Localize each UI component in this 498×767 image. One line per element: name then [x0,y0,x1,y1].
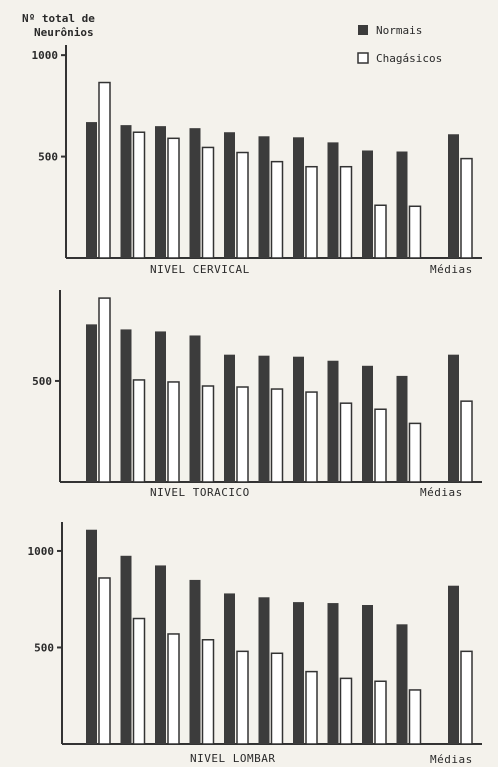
bar-normais-2 [120,125,132,258]
bar-chagasicos-6 [270,652,284,745]
bar-chagasicos-8 [339,402,353,483]
bar-normais-1 [86,529,97,744]
y-tick-label: 500 [32,375,52,388]
legend: Normais Chagásicos [357,24,442,65]
bar-chagasicos-4 [201,385,215,483]
panel-nivel-lombar: 500 1000 NIVEL LOMBAR Médias [28,522,482,766]
bar-chagasicos-4 [201,639,215,745]
bar-normais-10 [396,624,408,744]
legend-label-chagasicos: Chagásicos [376,52,442,65]
bar-chagasicos-6 [270,388,284,483]
bar-normais-media [448,354,459,482]
x-axis-label: NIVEL CERVICAL [150,263,250,276]
bar-normais-10 [396,375,408,482]
bar-normais-4 [189,335,201,482]
bar-normais-2 [120,555,132,744]
bar-chagasicos-9 [374,680,387,745]
bar-normais-6 [258,597,270,744]
y-axis-title: Nº total de Neurônios [22,12,95,39]
legend-swatch-normais [358,25,368,35]
legend-swatch-chagasicos [357,52,369,64]
bar-chagasicos-10 [408,689,422,745]
bar-chagasicos-10 [408,205,422,259]
bar-normais-media [448,134,459,258]
bar-chagasicos-10 [408,422,422,483]
bar-normais-5 [224,593,235,744]
bar-chagasicos-7 [305,391,318,483]
bar-chagasicos-7 [305,670,318,745]
bar-chagasicos-1 [98,577,111,745]
bar-normais-4 [189,579,201,744]
y-tick-label: 500 [38,151,58,164]
bar-normais-1 [86,122,97,258]
bar-chagasicos-5 [236,151,249,259]
bar-normais-6 [258,136,270,258]
panel-nivel-cervical: 500 1000 NIVEL CERVICAL Médias [32,45,482,276]
bar-normais-9 [362,150,373,258]
bar-normais-7 [293,356,304,482]
bar-chagasicos-media [460,650,473,745]
bar-chagasicos-7 [305,165,318,259]
bar-chagasicos-media [460,400,473,483]
y-tick-label: 500 [34,641,54,654]
bar-normais-5 [224,354,235,482]
y-axis-title-line1: Nº total de [22,12,95,25]
y-tick-label: 1000 [28,545,55,558]
bar-chagasicos-3 [167,381,180,483]
bar-chagasicos-2 [132,379,146,483]
bar-normais-8 [327,360,339,482]
means-label: Médias [430,263,473,276]
chart-panels: 500 1000 NIVEL CERVICAL Médias 500 NIVEL TORA… [28,45,482,766]
bar-chagasicos-6 [270,160,284,259]
bar-normais-4 [189,128,201,258]
bar-normais-8 [327,142,339,258]
bar-normais-7 [293,137,304,258]
bar-chagasicos-2 [132,617,146,745]
bar-chagasicos-5 [236,650,249,745]
bar-chagasicos-3 [167,633,180,745]
bar-normais-3 [155,331,166,482]
bar-normais-5 [224,132,235,258]
legend-label-normais: Normais [376,24,422,37]
y-tick-label: 1000 [32,49,59,62]
bar-chagasicos-8 [339,677,353,745]
bar-normais-media [448,585,459,744]
bar-chagasicos-3 [167,137,180,259]
bar-normais-2 [120,329,132,482]
bar-chagasicos-media [460,157,473,259]
y-axis-title-line2: Neurônios [34,26,94,39]
bar-normais-7 [293,602,304,744]
bar-normais-8 [327,603,339,744]
bar-chagasicos-8 [339,165,353,259]
bar-normais-9 [362,365,373,482]
bar-normais-3 [155,565,166,744]
bar-chagasicos-1 [98,297,111,483]
x-axis-label: NIVEL TORACICO [150,486,250,499]
bar-normais-6 [258,355,270,482]
bar-chagasicos-2 [132,131,146,259]
x-axis-label: NIVEL LOMBAR [190,752,275,765]
bar-chagasicos-1 [98,81,111,259]
panel-nivel-toracico: 500 NIVEL TORACICO Médias [32,290,482,499]
means-label: Médias [420,486,463,499]
bar-chagasicos-4 [201,146,215,259]
bar-normais-10 [396,151,408,258]
bar-chagasicos-9 [374,204,387,259]
bar-chagasicos-9 [374,408,387,483]
bar-chagasicos-5 [236,386,249,483]
bar-normais-9 [362,605,373,744]
bar-normais-3 [155,126,166,259]
means-label: Médias [430,753,473,766]
bar-normais-1 [86,324,97,482]
